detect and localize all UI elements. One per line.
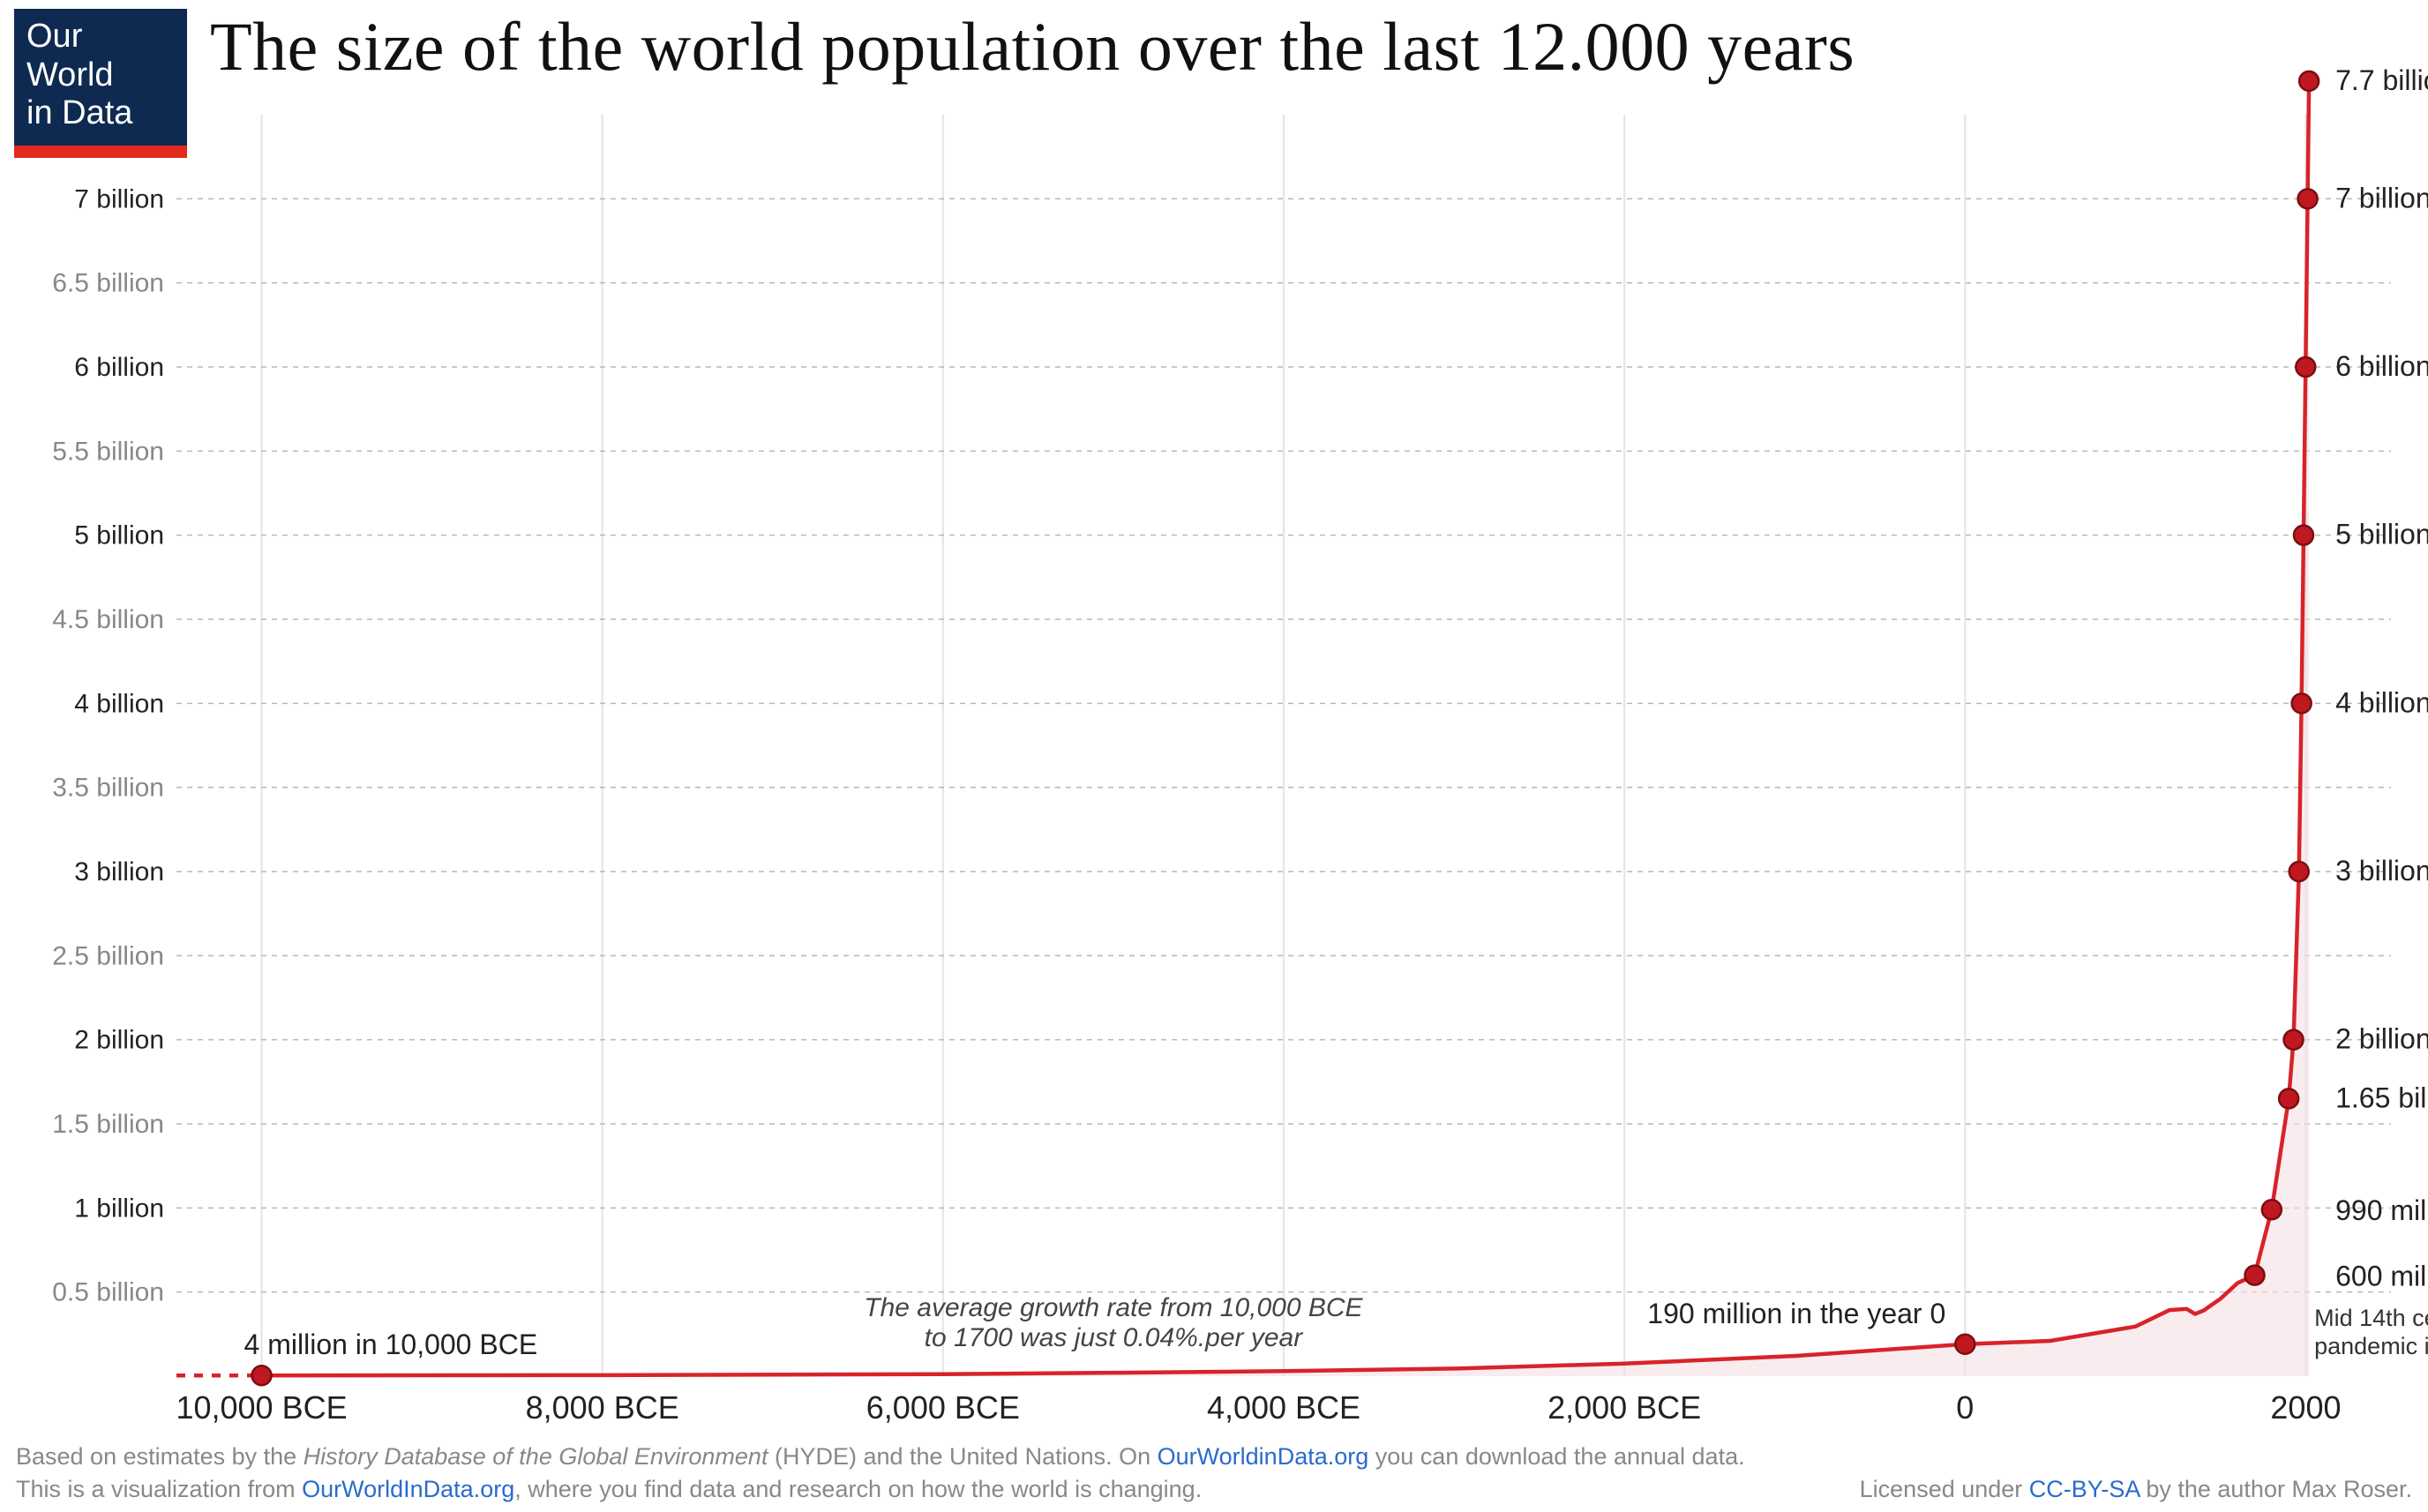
x-tick-label: 6,000 BCE <box>866 1389 1020 1426</box>
population-chart: 0.5 billion 1 billion 1.5 billion 2 billion… <box>0 0 2428 1512</box>
y-tick-label: 4 billion <box>74 689 164 718</box>
data-point-label: 4 billion in 1975 <box>2335 686 2428 718</box>
data-point-label: 2 billion in 1928 <box>2335 1023 2428 1055</box>
footer: Based on estimates by the History Databa… <box>16 1441 2412 1505</box>
data-point-label: 5 billion in 1987 <box>2335 519 2428 550</box>
data-point-label: 7.7 billion in 2019 <box>2335 64 2428 96</box>
x-tick-label: 4,000 BCE <box>1207 1389 1360 1426</box>
footer-l1em: History Database of the Global Environme… <box>304 1443 768 1470</box>
data-point <box>2296 357 2315 377</box>
data-point <box>2292 693 2312 713</box>
x-tick-label: 2000 <box>2270 1389 2341 1426</box>
data-point-label: 6 billion in 1999 <box>2335 350 2428 382</box>
data-point-label: 990 million in 1800 <box>2335 1194 2428 1226</box>
data-point <box>2245 1266 2265 1285</box>
series-area <box>262 81 2310 1376</box>
data-point-label: 190 million in the year 0 <box>1647 1298 1945 1329</box>
data-point <box>2294 526 2313 545</box>
data-point-label: 7 billion in 2011 <box>2335 182 2428 213</box>
y-tick-label: 2 billion <box>74 1026 164 1055</box>
footer-l2b: , where you find data and research on ho… <box>514 1476 1202 1502</box>
data-point <box>2298 189 2318 208</box>
y-tick-label: 7 billion <box>74 184 164 213</box>
y-tick-label: 2.5 billion <box>52 941 164 970</box>
footer-l1link[interactable]: OurWorldinData.org <box>1158 1443 1369 1470</box>
black-death-annotation: pandemic in Europe kills 200 million peo… <box>2314 1333 2428 1359</box>
y-tick-label: 6.5 billion <box>52 269 164 298</box>
footer-l1b: (HYDE) and the United Nations. On <box>768 1443 1157 1470</box>
data-point <box>1955 1335 1975 1354</box>
y-tick-label: 5.5 billion <box>52 437 164 466</box>
footer-rb: by the author Max Roser. <box>2139 1476 2412 1502</box>
data-point-label: 3 billion in 1960 <box>2335 855 2428 887</box>
data-point <box>252 1366 272 1385</box>
y-tick-label: 5 billion <box>74 521 164 550</box>
growth-rate-annotation: The average growth rate from 10,000 BCE <box>864 1293 1363 1322</box>
data-point <box>2279 1089 2298 1108</box>
y-tick-label: 1 billion <box>74 1194 164 1223</box>
data-point-label: 4 million in 10,000 BCE <box>244 1329 538 1360</box>
data-point-label: 1.65 billion in 1900 <box>2335 1082 2428 1113</box>
series-line <box>262 81 2310 1375</box>
y-tick-label: 0.5 billion <box>52 1278 164 1307</box>
data-point <box>2289 862 2309 881</box>
x-tick-label: 2,000 BCE <box>1547 1389 1701 1426</box>
footer-l1c: you can download the annual data. <box>1368 1443 1744 1470</box>
footer-l2link[interactable]: OurWorldInData.org <box>302 1476 514 1502</box>
growth-rate-annotation: to 1700 was just 0.04%.per year <box>925 1323 1304 1352</box>
y-tick-label: 3.5 billion <box>52 774 164 803</box>
y-tick-label: 3 billion <box>74 857 164 887</box>
x-tick-label: 8,000 BCE <box>526 1389 679 1426</box>
y-tick-label: 6 billion <box>74 353 164 382</box>
y-tick-label: 4.5 billion <box>52 605 164 634</box>
black-death-annotation: Mid 14th century: The Black Death <box>2314 1305 2428 1331</box>
footer-l2a: This is a visualization from <box>16 1476 302 1502</box>
y-tick-label: 1.5 billion <box>52 1110 164 1139</box>
footer-ra: Licensed under <box>1860 1476 2029 1502</box>
data-point <box>2284 1030 2304 1050</box>
footer-l1a: Based on estimates by the <box>16 1443 304 1470</box>
x-tick-label: 0 <box>1956 1389 1974 1426</box>
footer-rlink[interactable]: CC-BY-SA <box>2029 1476 2139 1502</box>
data-point <box>2299 71 2319 91</box>
data-point-label: 600 million in 1700 <box>2335 1261 2428 1292</box>
data-point <box>2262 1200 2282 1219</box>
x-tick-label: 10,000 BCE <box>176 1389 347 1426</box>
